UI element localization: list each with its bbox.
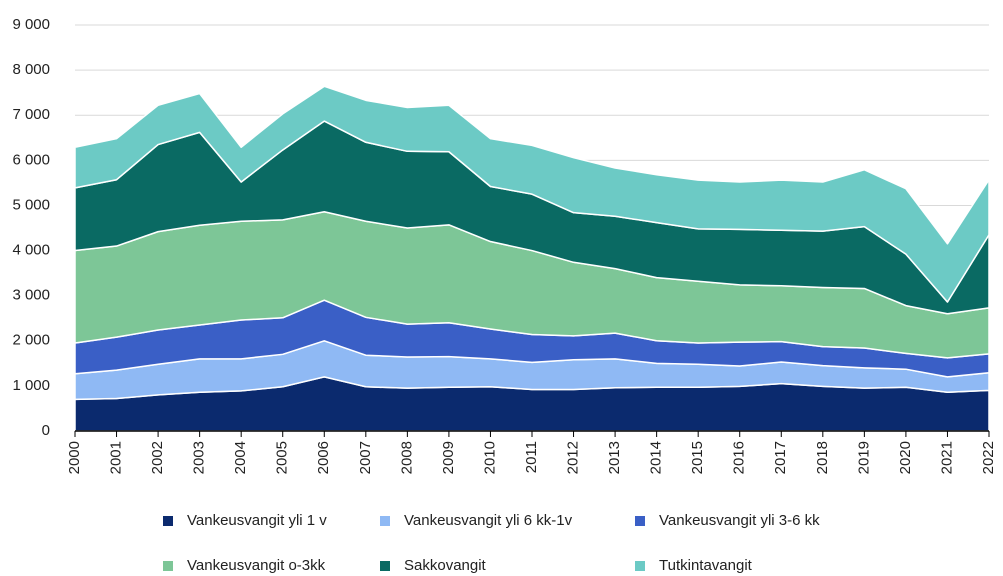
- x-tick-label: 2011: [523, 441, 540, 473]
- legend-swatch: [163, 561, 173, 571]
- legend-swatch: [380, 561, 390, 571]
- legend-label: Vankeusvangit o-3kk: [187, 557, 326, 574]
- y-tick-label: 2 000: [12, 332, 50, 349]
- x-tick-label: 2008: [398, 441, 415, 474]
- area: [74, 85, 990, 303]
- x-tick-label: 2012: [565, 441, 582, 474]
- y-tick-label: 8 000: [12, 61, 50, 78]
- legend-swatch: [635, 561, 645, 571]
- y-tick-label: 0: [42, 422, 50, 439]
- x-tick-label: 2001: [108, 441, 125, 474]
- legend-swatch: [163, 516, 173, 526]
- x-tick-label: 2017: [772, 441, 789, 474]
- legend-label: Vankeusvangit yli 1 v: [187, 512, 327, 529]
- x-tick-label: 2016: [731, 441, 748, 474]
- y-tick-label: 4 000: [12, 242, 50, 259]
- x-tick-label: 2003: [191, 441, 208, 474]
- legend-label: Sakkovangit: [404, 557, 487, 574]
- x-tick-label: 2009: [440, 441, 457, 474]
- y-tick-label: 5 000: [12, 196, 50, 213]
- x-tick-label: 2000: [66, 441, 83, 474]
- x-tick-label: 2015: [689, 441, 706, 474]
- y-tick-label: 9 000: [12, 16, 50, 33]
- legend-swatch: [635, 516, 645, 526]
- x-tick-label: 2005: [274, 441, 291, 474]
- legend-label: Vankeusvangit yli 3-6 kk: [659, 512, 820, 529]
- legend-label: Vankeusvangit yli 6 kk-1v: [404, 512, 573, 529]
- x-tick-label: 2010: [481, 441, 498, 474]
- x-tick-label: 2014: [648, 441, 665, 474]
- x-tick-label: 2004: [232, 441, 249, 474]
- x-tick-label: 2002: [149, 441, 166, 474]
- y-tick-label: 7 000: [12, 106, 50, 123]
- x-tick-label: 2006: [315, 441, 332, 474]
- x-tick-label: 2018: [814, 441, 831, 474]
- y-tick-label: 1 000: [12, 377, 50, 394]
- x-tick-label: 2007: [357, 441, 374, 474]
- y-tick-label: 3 000: [12, 287, 50, 304]
- x-tick-label: 2021: [938, 441, 955, 474]
- legend-swatch: [380, 516, 390, 526]
- legend-label: Tutkintavangit: [659, 557, 753, 574]
- x-tick-label: 2013: [606, 441, 623, 474]
- y-tick-label: 6 000: [12, 151, 50, 168]
- x-tick-label: 2020: [897, 441, 914, 474]
- x-tick-label: 2019: [855, 441, 872, 474]
- x-tick-label: 2022: [980, 441, 997, 474]
